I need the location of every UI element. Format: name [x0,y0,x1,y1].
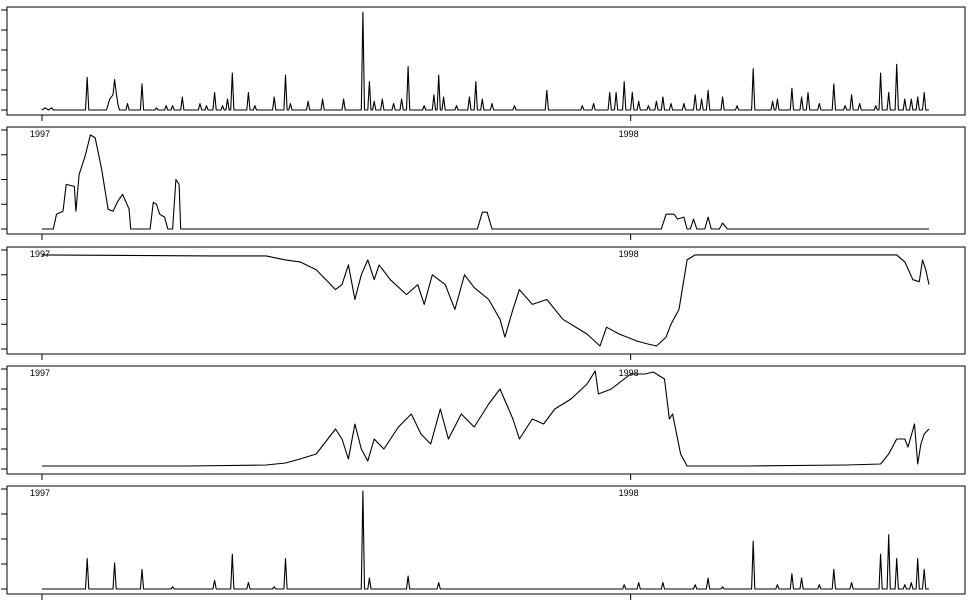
panel-3-series-line [41,254,930,347]
panel-2-series-line [42,134,929,230]
panel-5-series-line [42,490,929,590]
panel-2-frame [6,126,966,235]
panel-1-series-line [41,11,929,111]
panel-4-frame [6,365,966,475]
year-label-1997: 1997 [30,488,50,498]
year-label-1998: 1998 [619,129,639,139]
panel-4-series-line [42,370,930,467]
year-label-1997: 1997 [30,129,50,139]
panel-5-frame [6,485,966,595]
year-label-1998: 1998 [619,249,639,259]
year-label-1998: 1998 [619,488,639,498]
panel-3-frame [6,246,966,355]
year-label-1997: 1997 [30,368,50,378]
year-label-1997: 1997 [30,249,50,259]
year-label-1998: 1998 [619,368,639,378]
panel-1-frame [6,6,966,116]
